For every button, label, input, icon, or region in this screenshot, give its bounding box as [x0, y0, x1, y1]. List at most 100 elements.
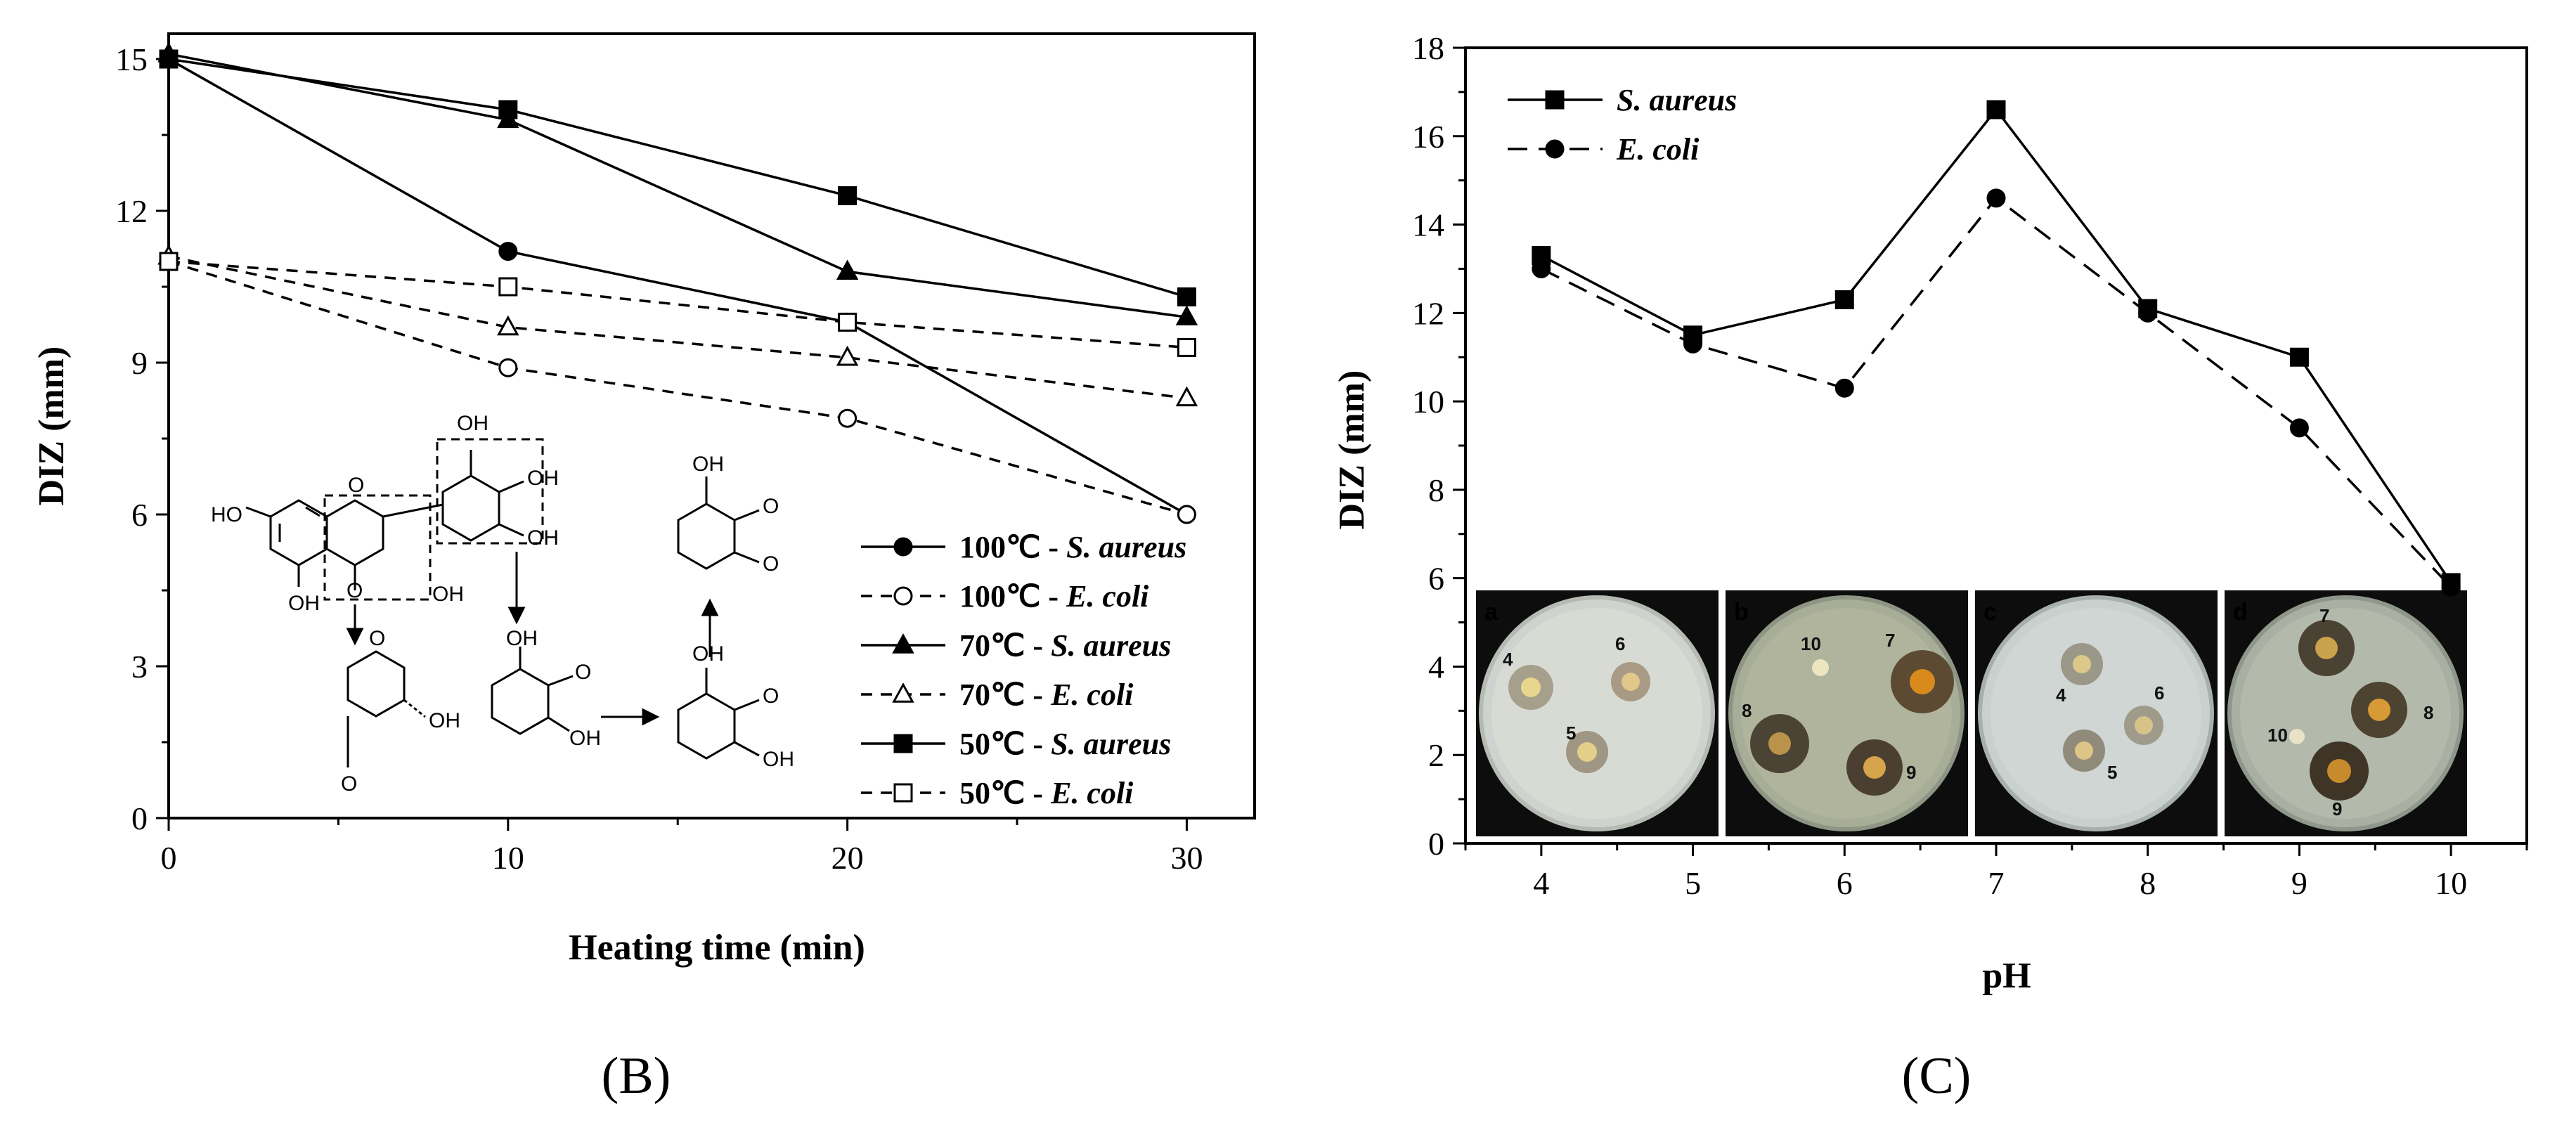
x-tick-label: 8 [2140, 865, 2156, 901]
chem-label-oh: OH [527, 526, 559, 550]
plate-a-number: 6 [1615, 633, 1625, 654]
chem-label-oh: OH [429, 709, 460, 732]
structure-semiquinone [491, 668, 550, 735]
y-tick-label: 15 [115, 41, 148, 77]
structure-box-b-ring [436, 438, 544, 545]
legend-marker [892, 633, 914, 654]
plate-c-number: 5 [2107, 762, 2117, 783]
chem-label-oh: OH [527, 467, 559, 490]
series-line [168, 58, 1188, 516]
data-point [159, 49, 179, 69]
x-tick-label: 5 [1685, 865, 1701, 901]
data-point [1177, 505, 1196, 524]
series-line [1541, 108, 2452, 583]
x-tick-label: 10 [492, 840, 524, 876]
y-tick-label: 9 [131, 345, 148, 381]
x-tick-label: 10 [2435, 865, 2467, 901]
plate-c-number: 6 [2154, 682, 2164, 704]
legend-label: 70℃ - S. aureus [959, 628, 1171, 663]
structure-quinone [677, 503, 736, 570]
structure-ring-b [441, 474, 500, 542]
x-tick-label: 20 [831, 840, 864, 876]
plate-b-number: 10 [1801, 633, 1821, 654]
structure-pyranone [347, 650, 406, 718]
chart-c-ticks: 4 5 6 7 8 9 10 0 2 4 6 8 10 12 14 16 18 [1412, 30, 2528, 901]
structure-ring-c [325, 499, 384, 566]
chem-label-o: O [763, 552, 779, 576]
chart-c-legend: S. aureus E. coli [1508, 83, 1737, 167]
x-tick-label: 9 [2291, 865, 2308, 901]
chem-label-o: O [763, 685, 779, 708]
chem-label-oh: OH [569, 727, 601, 750]
chem-label-oh: OH [763, 748, 794, 771]
data-point [1177, 287, 1196, 306]
chem-label-oh: OH [692, 642, 724, 666]
x-tick-label: 0 [161, 840, 177, 876]
plate-b-number: 9 [1906, 762, 1916, 783]
plate-d-number: 10 [2267, 725, 2288, 746]
series-line [168, 58, 1187, 299]
plate-b-number: 7 [1885, 630, 1895, 651]
plate-a-label: a [1484, 599, 1499, 626]
data-point [1175, 386, 1198, 407]
series-line [168, 255, 1187, 400]
chem-label-o: O [341, 772, 357, 796]
y-tick-label: 14 [1412, 207, 1444, 243]
plate-a: a 4 5 6 [1476, 590, 1719, 836]
plate-a-number: 5 [1566, 723, 1576, 744]
data-point [498, 277, 518, 297]
plate-a-number: 4 [1503, 649, 1513, 670]
y-tick-label: 8 [1428, 472, 1444, 508]
series-line [168, 260, 1187, 516]
legend-organism: S. aureus [1066, 530, 1186, 564]
plate-photos: a 4 5 6 b 10 7 8 9 [1476, 590, 2467, 836]
plate-c: c 4 6 5 [1975, 590, 2218, 836]
chem-label-o: O [763, 495, 779, 518]
chart-c-ylabel: DIZ (mm) [1332, 370, 1372, 530]
chart-b-ylabel: DIZ (mm) [32, 346, 72, 506]
data-point [1177, 337, 1196, 357]
plate-d-number: 7 [2319, 605, 2329, 626]
legend-label: 50℃ - S. aureus [959, 727, 1171, 761]
legend-marker [893, 734, 913, 753]
chem-label-oh: OH [506, 627, 538, 650]
data-point [838, 186, 857, 205]
data-point [498, 358, 518, 377]
series-line [168, 53, 1187, 318]
data-point [1834, 290, 1854, 309]
data-point [2441, 577, 2461, 597]
chart-c: 4 5 6 7 8 9 10 0 2 4 6 8 10 12 14 16 18 pH DIZ (mm) a 4 … [1332, 30, 2528, 996]
legend-label: 70℃ - E. coli [959, 678, 1134, 712]
legend-marker [893, 586, 913, 606]
data-point [1986, 188, 2006, 208]
legend-marker [892, 682, 914, 703]
data-point [838, 408, 857, 428]
y-tick-label: 4 [1428, 649, 1444, 685]
legend-organism: E. coli [1066, 579, 1149, 614]
legend-label: 100℃ - S. aureus [959, 530, 1186, 564]
y-tick-label: 10 [1412, 384, 1444, 420]
chart-c-xlabel: pH [1982, 956, 2031, 996]
chart-b-ticks: 0 10 20 30 0 3 6 9 12 15 [115, 41, 1203, 876]
data-point [1986, 100, 2006, 119]
y-tick-label: 6 [131, 497, 148, 533]
series-line [168, 260, 1187, 349]
legend-organism: S. aureus [1051, 727, 1171, 761]
chem-label-o: O [575, 661, 591, 684]
plate-d-number: 8 [2423, 702, 2433, 723]
data-point [498, 242, 518, 261]
legend-label: 50℃ - E. coli [959, 776, 1134, 810]
chem-label-oh: OH [457, 412, 488, 435]
data-point [497, 315, 519, 336]
data-point [838, 312, 857, 332]
legend-label: E. coli [1616, 132, 1700, 167]
data-point [2289, 347, 2309, 367]
plate-d-label: d [2233, 599, 2248, 626]
x-tick-label: 6 [1837, 865, 1853, 901]
data-point [836, 259, 859, 280]
data-point [1834, 378, 1854, 398]
chem-label-o: O [347, 579, 363, 602]
data-point [498, 100, 518, 119]
chem-label-oh: OH [692, 453, 724, 476]
panel-label-b: (B) [602, 1047, 671, 1105]
